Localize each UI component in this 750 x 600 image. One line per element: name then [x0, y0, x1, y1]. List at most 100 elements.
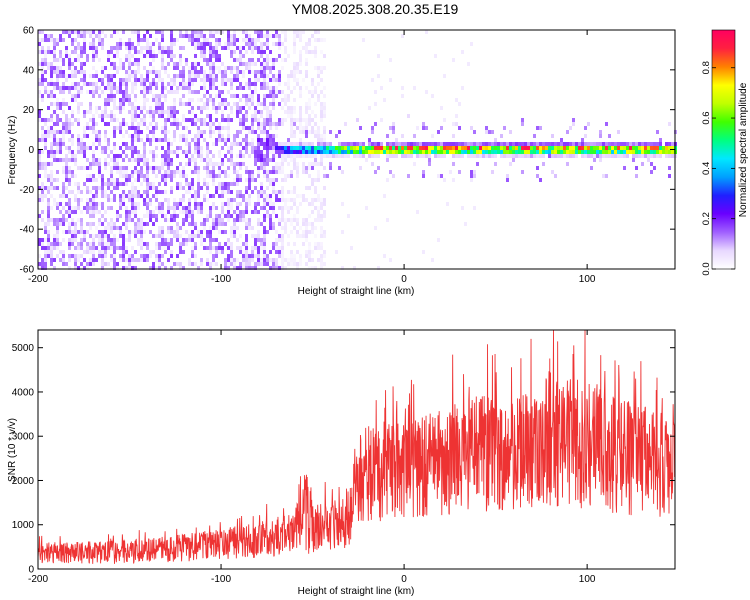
spectrogram-cell — [515, 146, 518, 150]
spectrogram-cell — [287, 106, 290, 110]
spectrogram-cell — [263, 130, 266, 134]
spectrogram-cell — [206, 154, 209, 158]
spectrogram-cell — [290, 254, 293, 258]
spectrogram-cell — [248, 78, 251, 82]
spectrogram-cell — [53, 66, 56, 70]
spectrogram-cell — [149, 182, 152, 186]
spectrogram-cell — [239, 166, 242, 170]
spectrogram-cells — [38, 30, 677, 270]
spectrogram-cell — [197, 146, 200, 150]
spectrogram-cell — [137, 78, 140, 82]
spectrogram-cell — [47, 126, 50, 130]
spectrogram-cell — [266, 134, 269, 138]
spectrogram-cell — [56, 202, 59, 206]
spectrogram-cell — [413, 146, 416, 150]
spectrogram-cell — [161, 54, 164, 58]
spectrogram-cell — [68, 90, 71, 94]
spectrogram-cell — [98, 174, 101, 178]
spectrogram-cell — [221, 74, 224, 78]
spectrogram-cell — [185, 150, 188, 154]
spectrogram-cell — [497, 142, 500, 146]
spectrogram-cell — [377, 154, 380, 158]
spectrogram-cell — [92, 154, 95, 158]
spectrogram-cell — [179, 62, 182, 66]
spectrogram-cell — [116, 214, 119, 218]
spectrogram-cell — [170, 30, 173, 34]
spectrogram-cell — [155, 74, 158, 78]
spectrogram-cell — [131, 30, 134, 34]
spectrogram-cell — [77, 82, 80, 86]
spectrogram-cell — [146, 38, 149, 42]
spectrogram-cell — [290, 262, 293, 266]
spectrogram-cell — [47, 50, 50, 54]
spectrogram-cell — [521, 170, 524, 174]
spectrogram-cell — [104, 102, 107, 106]
spectrogram-cell — [200, 134, 203, 138]
spectrogram-cell — [320, 114, 323, 118]
spectrogram-cell — [134, 138, 137, 142]
spectrogram-cell — [317, 210, 320, 214]
spectrogram-cell — [470, 154, 473, 158]
spectrogram-cell — [350, 142, 353, 146]
spectrogram-cell — [269, 94, 272, 98]
spectrogram-cell — [209, 122, 212, 126]
spectrogram-cell — [296, 146, 299, 150]
spectrogram-cell — [425, 142, 428, 146]
spectrogram-cell — [53, 138, 56, 142]
spectrogram-cell — [293, 186, 296, 190]
spectrogram-cell — [203, 130, 206, 134]
spectrogram-cell — [173, 130, 176, 134]
colorbar-tick-label: 0.4 — [701, 162, 712, 175]
spectrogram-cell — [41, 126, 44, 130]
spectrogram-cell — [254, 266, 257, 270]
spectrogram-cell — [89, 146, 92, 150]
spectrogram-cell — [257, 110, 260, 114]
spectrogram-cell — [170, 110, 173, 114]
spectrogram-cell — [134, 202, 137, 206]
spectrogram-cell — [167, 162, 170, 166]
spectrogram-cell — [140, 218, 143, 222]
spectrogram-cell — [119, 122, 122, 126]
spectrogram-cell — [227, 122, 230, 126]
spectrogram-cell — [428, 142, 431, 146]
spectrogram-cell — [536, 126, 539, 130]
spectrogram-cell — [293, 86, 296, 90]
spectrogram-cell — [71, 142, 74, 146]
spectrogram-cell — [122, 134, 125, 138]
spectrogram-cell — [317, 82, 320, 86]
spectrogram-cell — [131, 86, 134, 90]
spectrogram-cell — [290, 230, 293, 234]
spectrogram-cell — [83, 34, 86, 38]
spectrogram-cell — [218, 138, 221, 142]
spectrogram-cell — [617, 130, 620, 134]
spectrogram-cell — [203, 34, 206, 38]
snr-frame — [37, 329, 676, 570]
spectrogram-cell — [386, 142, 389, 146]
spectrogram-cell — [104, 158, 107, 162]
spectrogram-cell — [224, 82, 227, 86]
spectrogram-cell — [566, 162, 569, 166]
spectrogram-cell — [314, 266, 317, 270]
spectrogram-cell — [92, 118, 95, 122]
spectrogram-cell — [140, 82, 143, 86]
spectrogram-cell — [164, 198, 167, 202]
spectrogram-cell — [107, 182, 110, 186]
spectrogram-cell — [125, 194, 128, 198]
spectrogram-cell — [194, 246, 197, 250]
spectrogram-cell — [245, 186, 248, 190]
spectrogram-cell — [521, 118, 524, 122]
spectrogram-cell — [68, 174, 71, 178]
spectrogram-cell — [506, 154, 509, 158]
spectrogram-cell — [137, 190, 140, 194]
spectrogram-cell — [239, 98, 242, 102]
spectrogram-cell — [320, 246, 323, 250]
spectrogram-cell — [491, 150, 494, 154]
spectrogram-cell — [188, 38, 191, 42]
spectrogram-cell — [41, 182, 44, 186]
spectrogram-cell — [116, 178, 119, 182]
spectrogram-cell — [266, 258, 269, 262]
spectrogram-cell — [230, 82, 233, 86]
spectrogram-cell — [56, 122, 59, 126]
spectrogram-cell — [416, 154, 419, 158]
spectrogram-cell — [629, 150, 632, 154]
